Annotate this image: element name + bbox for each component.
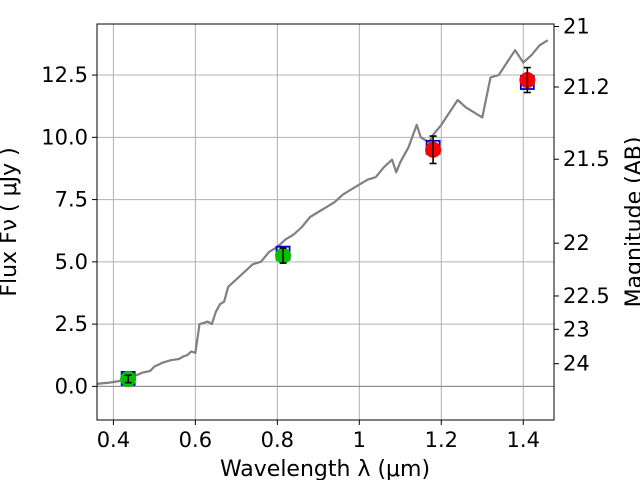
spectrum — [96, 39, 549, 385]
y-tick-label: 2.5 — [55, 312, 88, 336]
plot-frame — [96, 23, 555, 421]
y2-tick-label: 24 — [563, 352, 590, 376]
photometry-points — [120, 66, 536, 387]
x-axis: 0.4 0.6 0.8 1 1.2 1.4 — [97, 420, 540, 452]
grid — [97, 24, 554, 420]
x-tick-label: 1.4 — [507, 428, 540, 452]
x-axis-label: Wavelength λ (μm) — [220, 457, 430, 480]
x-tick-label: 1.2 — [425, 428, 458, 452]
x-tick-label: 0.8 — [261, 428, 294, 452]
x-tick-label: 0.6 — [179, 428, 212, 452]
y-tick-label: 12.5 — [41, 63, 88, 87]
y2-axis: 21 21.2 21.5 22 22.5 23 24 — [554, 14, 610, 376]
y-axis-label: Flux Fν ( μJy ) — [0, 147, 22, 296]
y-tick-label: 0.0 — [55, 374, 88, 398]
y-tick-label: 7.5 — [55, 188, 88, 212]
y2-tick-label: 22 — [563, 231, 590, 255]
y-tick-label: 5.0 — [55, 250, 88, 274]
y2-tick-label: 21.2 — [563, 75, 610, 99]
y2-axis-label: Magnitude (AB) — [622, 137, 640, 308]
y2-tick-label: 23 — [563, 317, 590, 341]
x-tick-label: 1 — [353, 428, 366, 452]
y-tick-label: 10.0 — [41, 125, 88, 149]
y2-tick-label: 21 — [563, 14, 590, 38]
y2-tick-label: 21.5 — [563, 147, 610, 171]
spectrum-line — [96, 39, 549, 385]
x-tick-label: 0.4 — [97, 428, 130, 452]
y2-tick-label: 22.5 — [563, 284, 610, 308]
y-axis: 0.0 2.5 5.0 7.5 10.0 12.5 — [41, 63, 97, 398]
